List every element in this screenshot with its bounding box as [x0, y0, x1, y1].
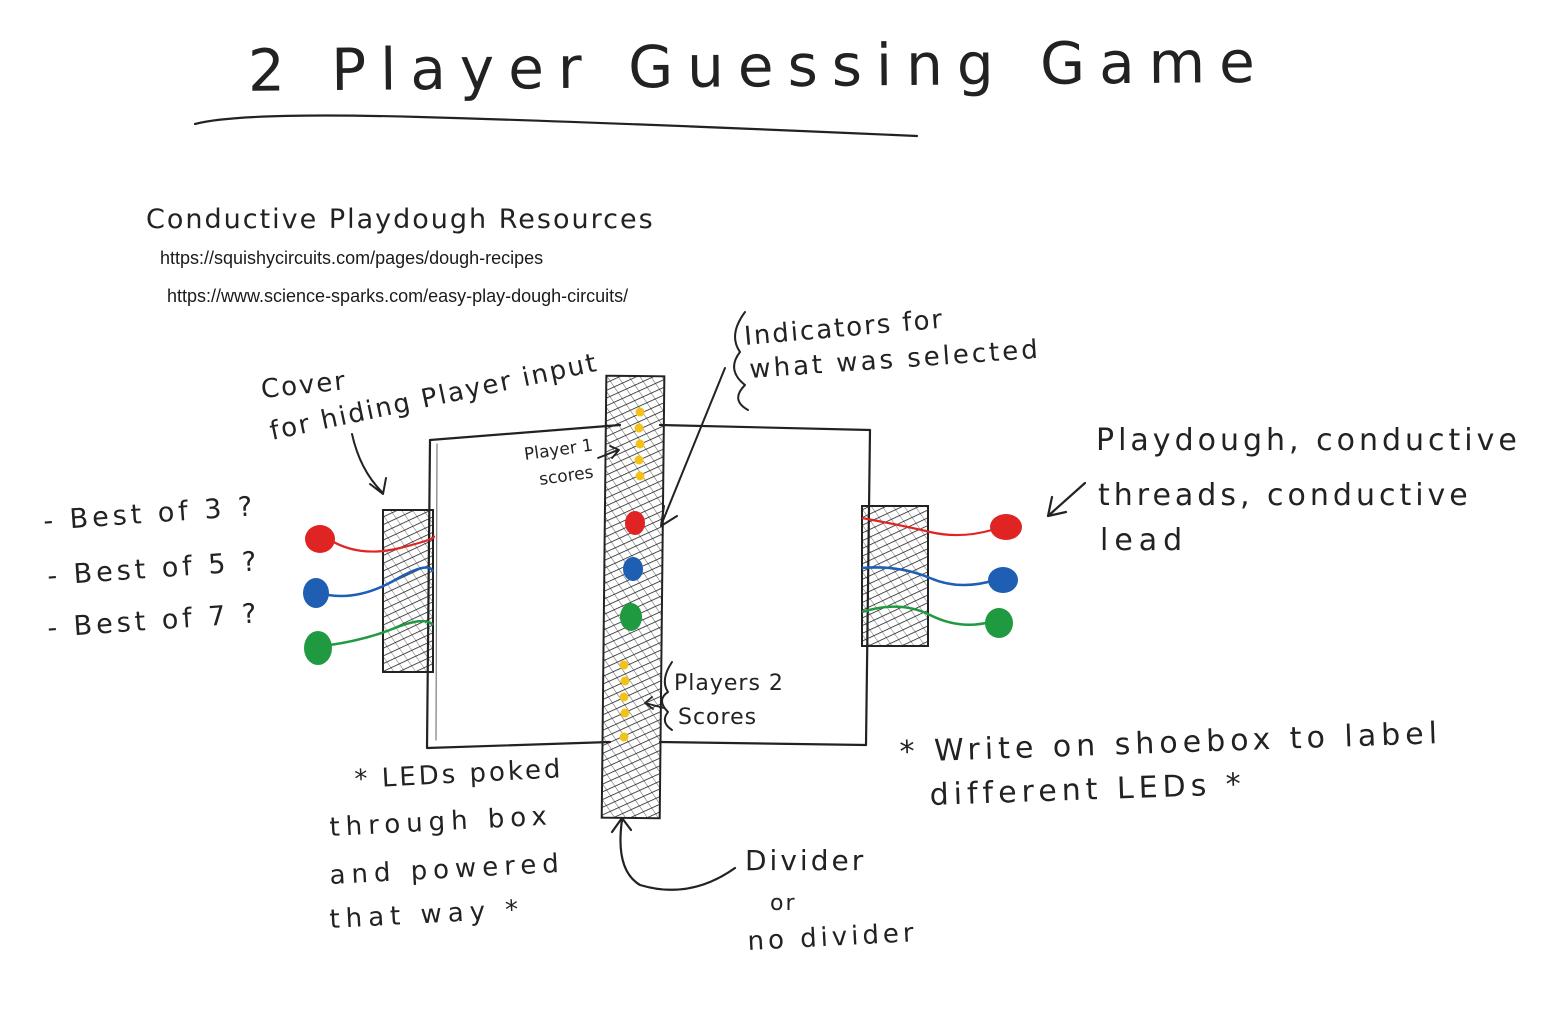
shoebox-note-line2: different LEDs *: [929, 767, 1246, 813]
divider-label-line3: no divider: [747, 918, 919, 957]
divider-arrow: [610, 816, 737, 891]
playdough-label-line2: threads, conductive: [1098, 478, 1472, 513]
indicator-led-blue: [623, 557, 643, 581]
cover-arrow: [351, 433, 387, 495]
playdough-arrow: [1046, 481, 1087, 518]
leds-note-line2: through box: [329, 801, 554, 843]
resource-link-2[interactable]: https://www.science-sparks.com/easy-play…: [167, 286, 628, 306]
playdough-label-line3: lead: [1100, 523, 1188, 558]
divider-label-line2: or: [770, 891, 797, 916]
right-red-playdough[interactable]: [990, 514, 1022, 540]
player1-scores-line2: scores: [538, 463, 595, 490]
player2-scores-line1: Players 2: [674, 671, 784, 696]
page-title: 2 Player Guessing Game: [248, 28, 1269, 105]
leds-note-line4: that way *: [329, 895, 525, 935]
playdough-label-line1: Playdough, conductive: [1096, 423, 1521, 458]
resource-link-1[interactable]: https://squishycircuits.com/pages/dough-…: [160, 248, 543, 268]
player1-scores-line1: Player 1: [523, 436, 594, 465]
left-red-playdough[interactable]: [305, 525, 335, 553]
right-green-playdough[interactable]: [985, 608, 1013, 638]
shoebox-note-line1: * Write on shoebox to label: [899, 716, 1443, 770]
left-blue-playdough[interactable]: [303, 578, 329, 608]
player2-score-leds: [619, 660, 630, 742]
best-of-3: - Best of 3 ?: [42, 491, 257, 537]
indicator-led-red: [625, 511, 645, 535]
leds-note-line1: * LEDs poked: [354, 754, 564, 795]
best-of-5: - Best of 5 ?: [46, 546, 261, 592]
divider-label-line1: Divider: [745, 844, 866, 877]
left-player-inputs: [303, 525, 436, 665]
title-underline: [193, 114, 919, 138]
left-green-playdough[interactable]: [304, 631, 332, 665]
cover-label-line1: Cover: [260, 366, 349, 405]
indicator-led-green: [620, 603, 642, 631]
indicators-arrow: [660, 367, 726, 527]
player2-scores-line2: Scores: [678, 705, 757, 730]
right-player-inputs: [861, 514, 1022, 638]
resources-heading: Conductive Playdough Resources: [146, 204, 655, 235]
leds-note-line3: and powered: [329, 849, 566, 891]
player1-score-leds: [634, 407, 645, 481]
right-blue-playdough[interactable]: [988, 567, 1018, 593]
best-of-7: - Best of 7 ?: [46, 598, 261, 644]
